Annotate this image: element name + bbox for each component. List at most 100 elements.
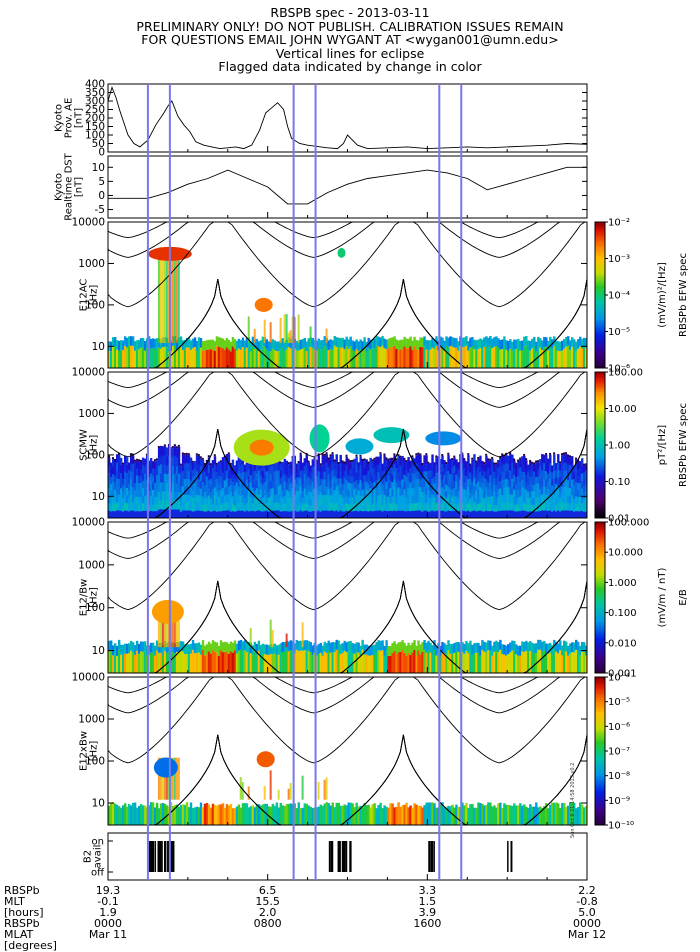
colorbar-tick-label: 10⁻³ [608, 254, 630, 265]
colorbar-tick-label: 10⁻⁶ [608, 364, 630, 375]
y-tick-label: 10 [92, 341, 105, 353]
chorus-blob [249, 439, 274, 456]
ylabel-e12-bw-line: E12/Bw [79, 579, 90, 616]
colorbar-title: RBSPb EFW spec [678, 253, 689, 337]
ylabel-scmw: SCMW [Hz] [79, 429, 100, 461]
ylabel-scmw-line: SCMW [79, 429, 90, 461]
colorbar-unit-e12ac: (mV/m)²/[Hz] [657, 262, 668, 328]
emission-blob [337, 247, 346, 258]
gyro-arc [435, 676, 564, 714]
gyro-arc [227, 221, 400, 308]
y-tick-label: 0 [98, 190, 105, 202]
colorbar-e12xbw: 10⁻¹⁰ 10⁻⁹ 10⁻⁸ 10⁻⁷ 10⁻⁶ 10⁻⁵ 10⁻⁴ [594, 673, 634, 832]
gyro-arc [269, 521, 358, 539]
ylabel-kyoto-dst: Kyoto Realtime DST [nT] [54, 152, 85, 220]
panel-e12ac: 10 100 1000 10000 [72, 217, 588, 369]
emission-blob [254, 297, 273, 312]
gyro-peak [141, 429, 294, 519]
ylabel-e12ac-line: [Hz] [89, 285, 100, 306]
ylabel-b2-avail-line: B2 [83, 850, 94, 863]
gyro-peak [141, 279, 294, 369]
panel-kyoto-dst: -5 0 5 10 [92, 155, 588, 219]
colorbar-frame [594, 521, 606, 674]
colorbar-title-scmw: RBSPb EFW spec [678, 403, 689, 487]
y-tick-label: 5 [98, 176, 105, 188]
gyro-arc [227, 521, 400, 611]
colorbar-tick-label: 10⁻⁵ [608, 697, 630, 708]
ylabel-e12ac-line: E12AC [79, 279, 90, 312]
panel-background [108, 677, 587, 825]
header-title: RBSPB spec - 2013-03-11 [270, 5, 430, 20]
ylabel-e12xbw-line: E12xBw [79, 731, 90, 771]
ylabel-kyoto-ae-line: Prov. AE [64, 98, 75, 139]
ylabel-b2-avail-line: avail [93, 845, 104, 869]
y-tick-label: 10 [92, 491, 105, 503]
colorbar-tick-label: 0.001 [608, 669, 637, 680]
colorbar-tick-label: 100.00 [608, 368, 643, 379]
panel-frame [107, 155, 588, 219]
colorbar-tick-label: 0.01 [608, 514, 630, 525]
spectrogram-cells [108, 247, 588, 368]
y-tick-label: 10000 [72, 367, 105, 379]
gyro-peak [327, 429, 480, 519]
colorbar-tick-label: 10⁻² [608, 218, 630, 229]
y-tick-label: 10000 [72, 672, 105, 684]
ylabel-e12xbw: E12xBw [Hz] [79, 731, 100, 771]
series-line [108, 166, 587, 205]
y-tick-label: 1000 [78, 408, 105, 420]
gyro-arc [455, 676, 544, 694]
gyro-arc [455, 371, 544, 389]
chorus-blob [425, 431, 462, 446]
ylabel-kyoto-dst-line: Realtime DST [64, 152, 75, 220]
y-tick-label: 300 [85, 96, 105, 108]
ylabel-e12-bw-line: [Hz] [89, 587, 100, 608]
emission-blob [151, 599, 184, 624]
header-eclipse-note: Vertical lines for eclipse [275, 45, 425, 61]
colorbar-title: RBSPb EFW spec [678, 403, 689, 487]
gyro-arc [413, 371, 586, 458]
gyro-arc [249, 371, 378, 408]
emission-blob [256, 751, 275, 768]
colorbar-tick-label: 10⁻⁹ [608, 796, 630, 807]
colorbar-unit: (mV/m)²/[Hz] [657, 262, 668, 328]
gyro-arc [455, 521, 544, 539]
colorbar-tick-label: 10⁻⁴ [608, 291, 630, 302]
y-tick-label: 250 [85, 104, 105, 116]
colorbar-tick-label: 0.010 [608, 638, 637, 649]
gyro-arc [249, 221, 378, 258]
panel-frame [107, 83, 588, 153]
header-flag-note: Flagged data indicated by change in colo… [218, 59, 482, 74]
colorbar-unit-e12-bw: (mV/m / nT) [657, 568, 668, 628]
chorus-blob [345, 438, 374, 455]
y-tick-label: 350 [85, 87, 105, 99]
y-tick-label: off [91, 868, 105, 879]
gyro-arc [269, 371, 358, 389]
gyro-peak [327, 734, 480, 826]
gyro-arc [227, 676, 400, 764]
gyro-arc [413, 221, 586, 308]
colorbar-title-e12-bw: E/B [678, 589, 689, 606]
y-tick-label: 100 [85, 299, 105, 311]
colorbar-unit-scmw: pT²/[Hz] [657, 425, 668, 466]
y-tick-label: 200 [85, 113, 105, 125]
y-tick-label: 1000 [78, 714, 105, 726]
ylabel-kyoto-ae-line: [nT] [74, 108, 85, 128]
colorbar-tick-label: 10.00 [608, 404, 637, 415]
spectrogram-cells [108, 604, 588, 673]
y-tick-label: 10000 [72, 217, 105, 229]
generation-stamp: Sun Oct 6 21:14:58 2013 v0.2 [570, 762, 576, 838]
header-contact: FOR QUESTIONS EMAIL JOHN WYGANT AT <wyga… [141, 32, 559, 47]
ylabel-e12xbw-line: [Hz] [89, 741, 100, 762]
header-warning: PRELIMINARY ONLY! DO NOT PUBLISH. CALIBR… [136, 18, 564, 34]
panel-e12xbw: 10 100 1000 10000 [72, 672, 588, 826]
y-tick-label: 100 [85, 756, 105, 768]
colorbar-tick-label: 1.00 [608, 441, 630, 452]
colorbar-tick-label: 10⁻⁷ [608, 747, 630, 758]
gyro-arc [413, 521, 586, 611]
gyro-peak [327, 580, 480, 674]
gyro-peak [141, 734, 294, 826]
panel-frame [107, 832, 588, 881]
gyro-arc [455, 221, 544, 239]
y-tick-label: 50 [92, 138, 105, 150]
